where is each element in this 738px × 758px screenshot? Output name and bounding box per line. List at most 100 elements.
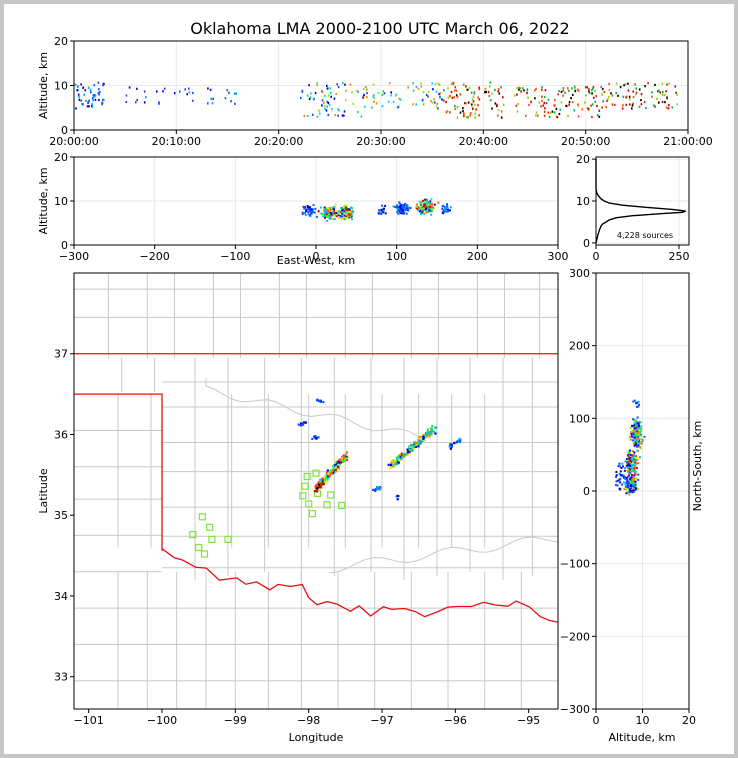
source-mark xyxy=(396,204,399,207)
source-mark xyxy=(337,214,340,217)
source-mark xyxy=(192,91,194,95)
source-mark xyxy=(318,483,321,486)
source-mark xyxy=(606,99,608,102)
source-mark xyxy=(352,102,354,105)
source-mark xyxy=(551,110,554,113)
source-mark xyxy=(319,482,322,485)
source-mark xyxy=(301,89,304,92)
source-mark xyxy=(319,486,323,489)
source-mark xyxy=(590,104,592,107)
source-mark xyxy=(630,489,633,492)
source-mark xyxy=(463,114,465,117)
source-mark xyxy=(592,85,595,89)
source-mark xyxy=(632,466,635,469)
source-mark xyxy=(380,208,383,211)
source-mark xyxy=(446,207,449,209)
source-mark xyxy=(631,478,634,481)
source-mark xyxy=(327,213,330,216)
source-mark xyxy=(629,426,632,429)
source-mark xyxy=(634,472,637,475)
source-mark xyxy=(600,85,602,89)
source-mark xyxy=(634,480,637,483)
source-mark xyxy=(515,104,518,107)
source-mark xyxy=(306,206,309,209)
hist-y-tick: 0 xyxy=(583,237,590,250)
source-mark xyxy=(305,210,308,212)
source-mark xyxy=(372,95,375,98)
state-border-texas xyxy=(74,393,558,623)
source-mark xyxy=(321,483,324,486)
source-mark xyxy=(92,99,94,102)
source-mark xyxy=(632,418,635,421)
source-mark xyxy=(384,204,387,207)
source-mark xyxy=(475,108,478,111)
source-mark xyxy=(502,96,504,99)
source-mark xyxy=(459,111,462,114)
source-mark xyxy=(601,87,604,91)
source-mark xyxy=(635,477,638,480)
source-mark xyxy=(321,91,324,94)
source-mark xyxy=(626,466,629,469)
source-mark xyxy=(439,95,441,98)
source-mark xyxy=(312,98,315,101)
source-mark xyxy=(442,99,445,102)
source-mark xyxy=(430,427,433,430)
source-mark xyxy=(336,83,338,86)
source-mark xyxy=(541,99,543,102)
altitude-histogram-panel: 0 250 0 10 20 4,228 sources xyxy=(576,153,690,263)
source-mark xyxy=(328,207,331,210)
source-mark xyxy=(330,95,332,98)
source-mark xyxy=(328,208,331,211)
source-mark xyxy=(91,103,93,106)
source-mark xyxy=(77,85,79,88)
source-mark xyxy=(601,93,603,96)
source-mark xyxy=(639,432,642,435)
source-mark xyxy=(449,209,451,212)
source-mark xyxy=(633,477,636,479)
source-mark xyxy=(398,454,401,457)
source-mark xyxy=(407,447,411,450)
source-mark xyxy=(478,88,481,91)
source-mark xyxy=(410,447,413,450)
source-mark xyxy=(593,96,595,99)
source-mark xyxy=(90,91,92,94)
source-mark xyxy=(414,445,417,449)
source-mark xyxy=(78,98,81,101)
source-mark xyxy=(417,443,420,446)
source-mark xyxy=(630,433,633,436)
source-mark xyxy=(420,82,422,85)
source-mark xyxy=(398,97,401,100)
source-mark xyxy=(632,96,635,99)
source-mark xyxy=(455,89,458,92)
source-mark xyxy=(234,102,236,105)
source-mark xyxy=(324,479,327,482)
source-mark xyxy=(489,85,491,88)
source-mark xyxy=(449,447,452,450)
source-mark xyxy=(636,442,639,444)
source-mark xyxy=(631,464,634,466)
source-mark xyxy=(407,451,410,454)
source-mark xyxy=(158,101,160,104)
source-mark xyxy=(88,105,90,108)
source-mark xyxy=(456,96,459,99)
source-mark xyxy=(352,210,355,213)
source-mark xyxy=(574,90,577,93)
source-mark xyxy=(397,105,400,108)
source-mark xyxy=(435,426,438,429)
source-mark xyxy=(651,91,653,94)
time-height-panel: 20:00:00 20:10:00 20:20:00 20:30:00 20:40:00… xyxy=(37,35,713,148)
source-mark xyxy=(565,104,567,107)
altitude-histogram-line xyxy=(595,159,686,244)
source-mark xyxy=(330,471,333,474)
source-mark xyxy=(329,217,332,220)
source-mark xyxy=(330,210,333,213)
source-mark xyxy=(323,101,325,104)
source-mark xyxy=(320,212,323,215)
source-mark xyxy=(334,114,337,117)
source-mark xyxy=(327,473,330,476)
source-mark xyxy=(614,103,616,106)
station-marker xyxy=(323,501,331,509)
source-mark xyxy=(408,449,411,452)
source-mark xyxy=(331,206,334,209)
source-mark xyxy=(136,87,138,90)
